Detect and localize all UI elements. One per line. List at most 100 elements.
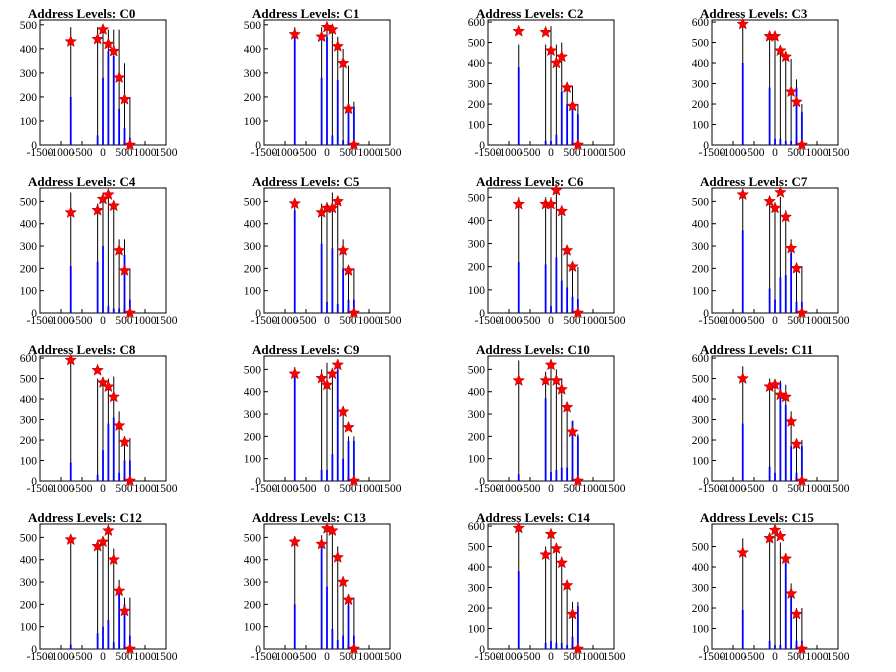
chart-title: Address Levels: C4 bbox=[28, 174, 136, 189]
star-marker bbox=[790, 261, 803, 274]
y-tick-label: 200 bbox=[244, 92, 262, 104]
y-tick-label: 400 bbox=[20, 394, 38, 406]
star-marker bbox=[784, 241, 798, 254]
y-tick-label: 400 bbox=[20, 555, 38, 567]
x-tick-label: -1000 bbox=[272, 483, 299, 495]
y-tick-label: 100 bbox=[468, 120, 486, 132]
x-tick-label: 500 bbox=[339, 651, 357, 663]
chart-panel: Address Levels: C7 0 100 200 300 400 500 -1500-… bbox=[672, 168, 896, 336]
x-tick-label: -1500 bbox=[27, 651, 54, 663]
star-marker bbox=[512, 521, 526, 534]
chart-svg: Address Levels: C40100200300400500-1500-… bbox=[20, 174, 178, 327]
x-tick-label: 500 bbox=[563, 651, 581, 663]
y-tick-label: 500 bbox=[692, 196, 710, 208]
x-tick-label: -1000 bbox=[272, 315, 299, 327]
chart-panel: Address Levels: C2 0 100 200 300 400 500 600 -15… bbox=[448, 0, 672, 168]
star-marker bbox=[342, 102, 355, 115]
x-tick-label: -500 bbox=[519, 147, 540, 159]
x-tick-label: -500 bbox=[71, 315, 92, 327]
y-tick-label: 400 bbox=[244, 44, 262, 56]
x-tick-label: 500 bbox=[787, 147, 805, 159]
y-tick-label: 400 bbox=[692, 219, 710, 231]
y-tick-label: 0 bbox=[479, 140, 485, 152]
chart-svg: Address Levels: C50100200300400500-1500-… bbox=[244, 174, 402, 327]
x-tick-label: 1000 bbox=[806, 315, 829, 327]
x-tick-label: -1000 bbox=[720, 483, 747, 495]
x-tick-label: 1500 bbox=[379, 315, 402, 327]
x-tick-label: -500 bbox=[743, 315, 764, 327]
chart-panel: Address Levels: C6 0 100 200 300 400 500 -1500-… bbox=[448, 168, 672, 336]
star-marker bbox=[112, 71, 126, 84]
x-tick-label: -1500 bbox=[699, 315, 726, 327]
x-tick-label: -1500 bbox=[27, 147, 54, 159]
y-tick-label: 600 bbox=[20, 353, 38, 365]
x-tick-label: 1500 bbox=[827, 315, 850, 327]
star-marker bbox=[342, 593, 355, 606]
chart-title: Address Levels: C11 bbox=[700, 342, 813, 357]
x-tick-label: 1500 bbox=[379, 483, 402, 495]
y-tick-label: 600 bbox=[468, 521, 486, 533]
star-marker bbox=[112, 418, 126, 432]
star-marker bbox=[774, 388, 787, 401]
y-tick-label: 0 bbox=[31, 476, 37, 488]
x-tick-label: 0 bbox=[548, 147, 554, 159]
chart-panel: Address Levels: C1 0 100 200 300 400 500 -1500-… bbox=[224, 0, 448, 168]
star-marker bbox=[118, 263, 131, 276]
y-tick-label: 100 bbox=[244, 286, 262, 298]
star-marker bbox=[566, 607, 579, 620]
y-tick-label: 300 bbox=[20, 415, 38, 427]
y-tick-label: 500 bbox=[692, 374, 710, 386]
star-marker bbox=[118, 435, 131, 448]
y-tick-label: 200 bbox=[20, 263, 38, 275]
x-tick-label: 1500 bbox=[155, 147, 178, 159]
x-tick-label: -1000 bbox=[48, 315, 75, 327]
star-marker bbox=[91, 32, 104, 45]
star-marker bbox=[784, 85, 798, 98]
star-marker bbox=[64, 34, 78, 48]
x-tick-label: -500 bbox=[71, 483, 92, 495]
x-tick-label: 500 bbox=[115, 651, 133, 663]
y-tick-label: 0 bbox=[703, 476, 709, 488]
x-tick-label: -1500 bbox=[251, 651, 278, 663]
y-tick-label: 100 bbox=[20, 456, 38, 468]
x-tick-label: 1500 bbox=[379, 651, 402, 663]
star-marker bbox=[107, 44, 121, 57]
x-tick-label: 1500 bbox=[155, 315, 178, 327]
star-marker bbox=[123, 474, 137, 487]
star-marker bbox=[107, 199, 121, 212]
star-marker bbox=[560, 80, 574, 94]
x-tick-label: -1500 bbox=[699, 147, 726, 159]
y-tick-label: 200 bbox=[244, 599, 262, 611]
chart-svg: Address Levels: C10100200300400500-1500-… bbox=[244, 6, 402, 159]
star-marker bbox=[123, 306, 137, 319]
y-tick-label: 200 bbox=[692, 435, 710, 447]
x-tick-label: -1500 bbox=[475, 651, 502, 663]
y-tick-label: 200 bbox=[692, 99, 710, 111]
y-tick-label: 0 bbox=[31, 308, 37, 320]
x-tick-label: -500 bbox=[519, 315, 540, 327]
x-tick-label: 1000 bbox=[358, 483, 381, 495]
star-marker bbox=[779, 552, 793, 565]
x-tick-label: 0 bbox=[772, 651, 778, 663]
chart-svg: Address Levels: C70100200300400500-1500-… bbox=[692, 174, 850, 327]
star-marker bbox=[550, 183, 563, 196]
star-marker bbox=[539, 25, 552, 38]
x-tick-label: 1500 bbox=[827, 483, 850, 495]
x-tick-label: 500 bbox=[339, 315, 357, 327]
x-tick-label: 0 bbox=[548, 315, 554, 327]
y-tick-label: 300 bbox=[468, 583, 486, 595]
star-marker bbox=[555, 556, 569, 569]
y-tick-label: 400 bbox=[244, 219, 262, 231]
y-tick-label: 400 bbox=[692, 394, 710, 406]
chart-title: Address Levels: C10 bbox=[476, 342, 590, 357]
y-tick-label: 400 bbox=[692, 562, 710, 574]
x-tick-label: 1000 bbox=[358, 315, 381, 327]
star-marker bbox=[736, 371, 750, 384]
x-tick-label: -500 bbox=[743, 483, 764, 495]
x-tick-label: 500 bbox=[787, 315, 805, 327]
chart-panel: Address Levels: C4 0 100 200 300 400 500 -1500-… bbox=[0, 168, 224, 336]
x-tick-label: 1500 bbox=[827, 651, 850, 663]
star-marker bbox=[774, 529, 787, 542]
x-tick-label: 1000 bbox=[358, 651, 381, 663]
x-tick-label: 0 bbox=[100, 147, 106, 159]
